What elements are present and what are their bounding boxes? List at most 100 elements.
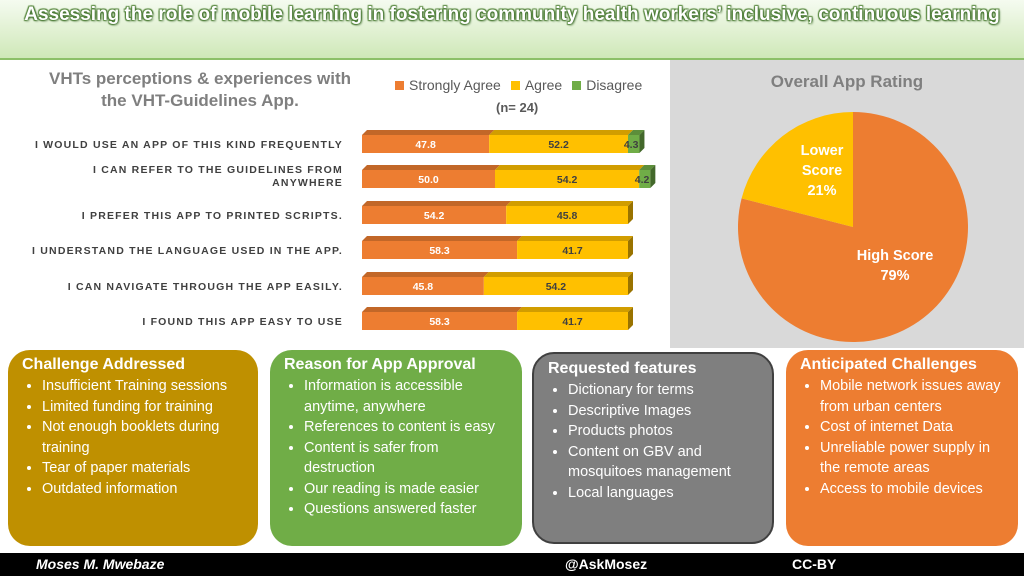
list-item: Tear of paper materials	[42, 458, 248, 479]
bar-side	[639, 130, 645, 153]
bar-segment-agree	[489, 135, 628, 153]
list-item: Descriptive Images	[568, 401, 762, 422]
bar-segment-top	[517, 307, 633, 312]
bar-segment-agree	[495, 170, 640, 188]
list-item: Access to mobile devices	[820, 479, 1008, 500]
header-banner: Assessing the role of mobile learning in…	[0, 0, 1024, 60]
bar-side	[628, 272, 633, 295]
category-label: I CAN NAVIGATE THROUGH THE APP EASILY.	[68, 281, 343, 293]
list-item: Dictionary for terms	[568, 380, 762, 401]
bar-chart-title-line1: VHTs perceptions & experiences with	[49, 69, 351, 88]
category-label: I CAN REFER TO THE GUIDELINES FROM ANYWHE…	[93, 164, 343, 189]
box-title: Requested features	[548, 360, 697, 377]
list-item: Unreliable power supply in the remote ar…	[820, 438, 1008, 479]
list-item: Content on GBV and mosquitoes management	[568, 442, 762, 483]
list-item: Limited funding for training	[42, 397, 248, 418]
bar-chart-legend: Strongly Agree Agree Disagree	[395, 77, 642, 93]
bar-chart-title: VHTs perceptions & experiences with the …	[40, 68, 360, 112]
data-label: 54.2	[546, 281, 567, 293]
list-item: Cost of internet Data	[820, 417, 1008, 438]
data-label: 54.2	[424, 210, 445, 222]
bar-segment-top	[483, 272, 633, 277]
data-label: 47.8	[415, 139, 436, 151]
legend-swatch-strongly-agree	[395, 80, 404, 90]
bar-segment-agree	[517, 241, 628, 259]
bar-segment-top	[362, 272, 489, 277]
legend-swatch-disagree	[572, 80, 582, 90]
bar-segment-top	[362, 236, 523, 241]
data-label: 54.2	[557, 174, 578, 186]
reason-for-app-approval-box: Reason for App Approval Information is a…	[270, 350, 522, 546]
bar-segment-agree	[517, 312, 628, 330]
footer-handle: @AskMosez	[565, 556, 648, 572]
bar-segment-top	[362, 307, 523, 312]
bar-segment-strongly-agree	[362, 170, 495, 188]
data-label: 41.7	[562, 316, 583, 328]
sample-size-label: (n= 24)	[496, 100, 539, 115]
list-item: References to content is easy	[304, 417, 512, 438]
data-label: 58.3	[429, 316, 450, 328]
data-label: 4.2	[635, 174, 650, 186]
list-item: Local languages	[568, 483, 762, 504]
bar-segment-top	[628, 130, 645, 135]
anticipated-challenges-box: Anticipated Challenges Mobile network is…	[786, 350, 1018, 546]
data-label: 58.3	[429, 245, 450, 257]
list-item: Questions answered faster	[304, 499, 512, 520]
bar-side	[650, 165, 656, 188]
bar-chart: I WOULD USE AN APP OF THIS KIND FREQUENT…	[32, 130, 656, 330]
bar-chart-title-line2: the VHT-Guidelines App.	[101, 91, 299, 110]
legend-label-agree: Agree	[524, 77, 563, 93]
bar-segment-disagree	[639, 170, 651, 188]
pie-chart-title: Overall App Rating	[770, 72, 924, 91]
bar-segment-top	[489, 130, 633, 135]
bar-segment-top	[362, 201, 512, 206]
bar-segment-strongly-agree	[362, 241, 518, 259]
footer-license: CC-BY	[792, 556, 837, 572]
box-title: Anticipated Challenges	[800, 356, 977, 373]
data-label: 41.7	[562, 245, 583, 257]
list-item: Our reading is made easier	[304, 479, 512, 500]
pie-label: High Score 79%	[857, 248, 934, 284]
bar-side	[628, 307, 633, 330]
data-label: 4.3	[624, 139, 639, 151]
challenge-addressed-box: Challenge Addressed Insufficient Trainin…	[8, 350, 258, 546]
data-label: 45.8	[413, 281, 434, 293]
list-item: Insufficient Training sessions	[42, 376, 248, 397]
list-item: Outdated information	[42, 479, 248, 500]
bar-segment-strongly-agree	[362, 277, 484, 295]
pie-label: Lower Score 21%	[801, 143, 844, 199]
pie-chart: High Score 79% Lower Score 21%	[738, 112, 968, 343]
bar-segment-strongly-agree	[362, 312, 518, 330]
data-label: 50.0	[418, 174, 439, 186]
legend-label-disagree: Disagree	[586, 77, 643, 93]
legend-item-disagree: Disagree	[572, 77, 642, 93]
category-label: I WOULD USE AN APP OF THIS KIND FREQUENT…	[35, 139, 343, 151]
data-label: 45.8	[557, 210, 578, 222]
list-item: Information is accessible anytime, anywh…	[304, 376, 512, 417]
box-title: Challenge Addressed	[22, 356, 186, 373]
bar-segment-top	[517, 236, 633, 241]
legend-label-strongly-agree: Strongly Agree	[409, 77, 501, 93]
legend-swatch-agree	[510, 80, 520, 90]
footer-bar: Moses M. Mwebaze @AskMosez CC-BY	[0, 553, 1024, 576]
list-item: Mobile network issues away from urban ce…	[820, 376, 1008, 417]
legend-item-strongly-agree: Strongly Agree	[395, 77, 501, 93]
box-title: Reason for App Approval	[284, 356, 476, 373]
legend-item-agree: Agree	[510, 77, 563, 93]
list-item: Not enough booklets during training	[42, 417, 248, 458]
bar-segment-agree	[506, 206, 628, 224]
list-item: Content is safer from destruction	[304, 438, 512, 479]
bar-segment-top	[362, 165, 500, 170]
bar-side	[628, 236, 633, 259]
bar-segment-strongly-agree	[362, 135, 490, 153]
bar-segment-top	[362, 130, 495, 135]
bar-segment-top	[495, 165, 645, 170]
pie-slice-high-score	[738, 112, 968, 343]
category-label: I UNDERSTAND THE LANGUAGE USED IN THE AP…	[32, 245, 343, 257]
pie-slice-lower-score	[741, 112, 853, 227]
requested-features-box: Requested features Dictionary for terms …	[532, 352, 774, 544]
bar-segment-agree	[483, 277, 628, 295]
list-item: Products photos	[568, 421, 762, 442]
bar-segment-disagree	[628, 135, 640, 153]
data-label: 52.2	[548, 139, 569, 151]
